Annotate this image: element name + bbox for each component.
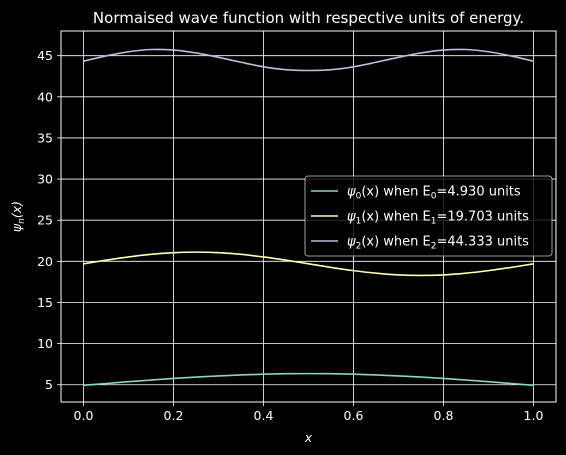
x-tick-label: 0.6 — [344, 408, 364, 423]
x-tick-label: 0.0 — [74, 408, 94, 423]
y-tick-label: 40 — [37, 89, 53, 104]
legend: ψ0(x) when E0=4.930 units ψ1(x) when E1=1… — [304, 175, 553, 257]
series-line-psi1 — [83, 251, 534, 277]
y-tick-label: 15 — [37, 295, 53, 310]
y-tick-label: 25 — [37, 213, 53, 228]
y-tick-label: 45 — [37, 48, 53, 63]
x-tick-label: 0.2 — [164, 408, 184, 423]
chart-title: Normaised wave function with respective … — [93, 9, 524, 27]
y-tick-label: 35 — [37, 130, 53, 145]
x-tick-label: 0.8 — [434, 408, 454, 423]
y-tick-label: 5 — [45, 377, 53, 392]
x-tick-label: 0.4 — [254, 408, 274, 423]
legend-entry: ψ0(x) when E0=4.930 units — [347, 185, 521, 202]
x-axis-label: x — [304, 430, 313, 445]
x-tick-label: 1.0 — [524, 408, 544, 423]
legend-entry: ψ2(x) when E2=44.333 units — [347, 235, 529, 252]
legend-entry: ψ1(x) when E1=19.703 units — [347, 210, 529, 227]
series-layer — [83, 48, 534, 387]
y-tick-label: 10 — [37, 336, 53, 351]
legend-box — [304, 175, 553, 257]
y-tick-label: 30 — [37, 172, 53, 187]
plot-frame — [60, 30, 557, 403]
y-tick-label: 20 — [37, 254, 53, 269]
series-line-psi0 — [83, 372, 534, 387]
series-line-psi2 — [83, 48, 534, 72]
y-axis-label: ψn(x) — [9, 201, 27, 232]
axis-ticks: 0.0 0.2 0.4 0.6 0.8 1.0 5 10 15 20 25 30 35 40 45 — [37, 48, 543, 423]
